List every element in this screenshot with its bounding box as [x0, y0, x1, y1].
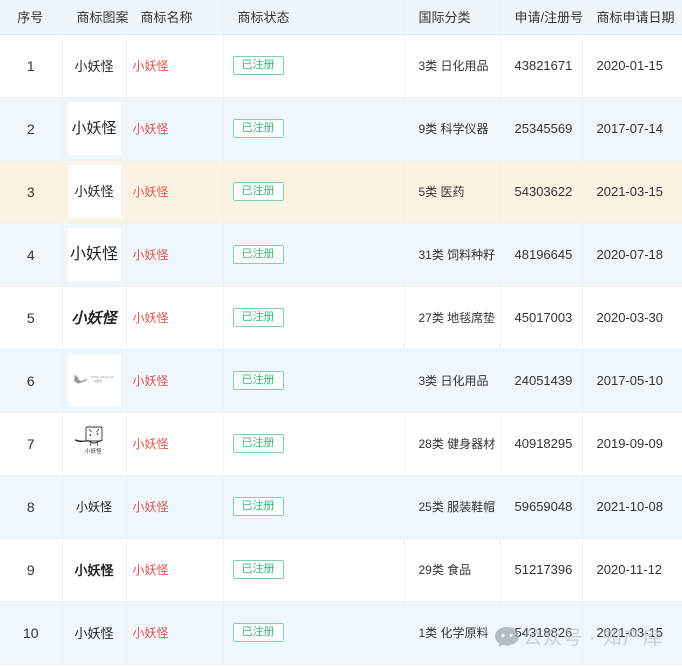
svg-text:小妖怪: 小妖怪: [85, 447, 102, 455]
svg-text:XTWe Yita No.W: XTWe Yita No.W: [90, 375, 113, 379]
svg-text:中国风: 中国风: [93, 378, 102, 383]
